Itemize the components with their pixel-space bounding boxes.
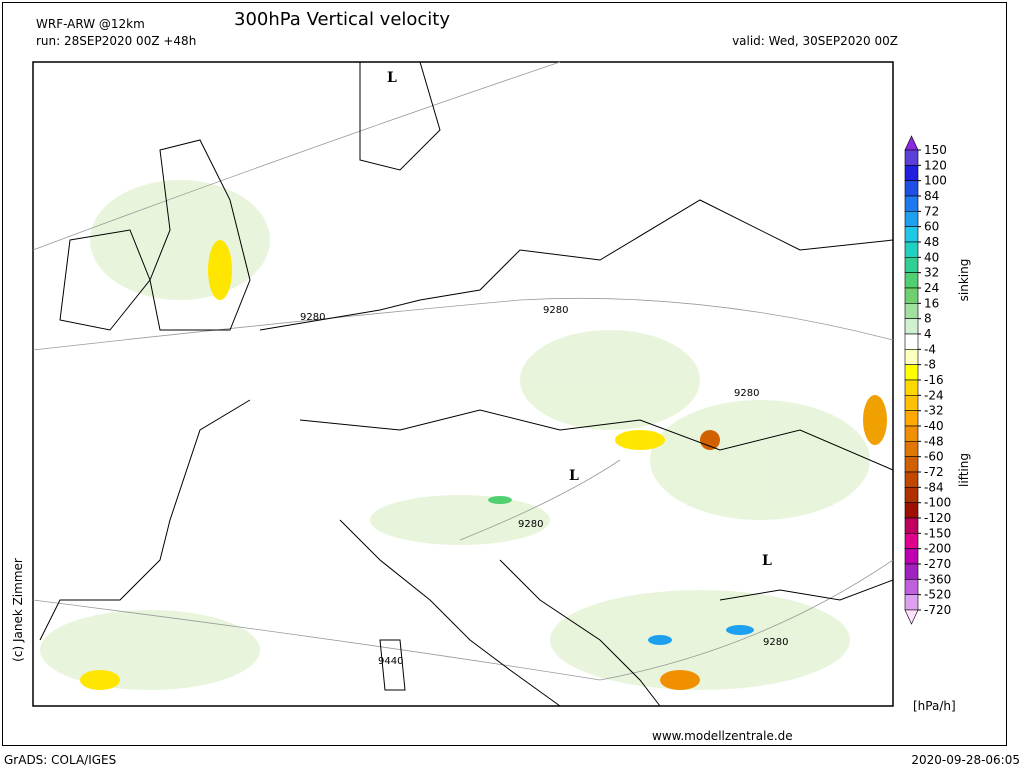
colorbar-label: -270 — [924, 557, 951, 571]
colorbar-label: 40 — [924, 250, 939, 264]
colorbar-box — [904, 349, 919, 365]
colorbar-label: 84 — [924, 189, 939, 203]
colorbar-box — [904, 502, 919, 519]
colorbar-box — [904, 149, 919, 166]
colorbar-box — [904, 180, 919, 197]
colorbar-box — [904, 303, 919, 319]
contour-label: 9280 — [543, 305, 568, 316]
software: GrADS: COLA/IGES — [4, 753, 116, 767]
colorbar-box — [904, 517, 919, 534]
colorbar-box — [904, 395, 919, 411]
colorbar-label: -16 — [924, 373, 944, 387]
colorbar-label: 60 — [924, 220, 939, 234]
colorbar-label: 4 — [924, 327, 932, 341]
lifting-areas — [80, 240, 887, 690]
colorbar-box — [904, 471, 919, 488]
lifting-label: lifting — [957, 453, 971, 487]
low-marker: L — [569, 468, 579, 484]
colorbar-label: -8 — [924, 358, 936, 372]
map: L 9280 9280 9280 L 9280 L 9280 9440 — [32, 61, 894, 707]
website: www.modellzentrale.de — [652, 729, 793, 743]
colorbar-label: 100 — [924, 174, 947, 188]
colorbar-label: 150 — [924, 143, 947, 157]
colorbar-box — [904, 195, 919, 212]
colorbar-box — [904, 487, 919, 503]
colorbar-box — [904, 548, 919, 565]
colorbar-label: -84 — [924, 480, 944, 494]
colorbar-label: 120 — [924, 158, 947, 172]
contour-label: 9280 — [734, 388, 759, 399]
colorbar-label: -32 — [924, 404, 944, 418]
colorbar-label: -24 — [924, 388, 944, 402]
contour-label: 9280 — [300, 312, 325, 323]
colorbar-box — [904, 379, 919, 396]
colorbar-label: -360 — [924, 572, 951, 586]
colorbar-label: -72 — [924, 465, 944, 479]
colorbar-label: 32 — [924, 266, 939, 280]
colorbar-label: 48 — [924, 235, 939, 249]
coastlines — [39, 61, 894, 707]
title: 300hPa Vertical velocity — [234, 9, 450, 30]
colorbar-label: -48 — [924, 434, 944, 448]
colorbar-box — [904, 318, 919, 335]
colorbar-box — [904, 441, 919, 457]
colorbar: 150120100847260484032241684-4-8-16-24-32… — [904, 135, 951, 625]
colorbar-label: 24 — [924, 281, 939, 295]
colorbar-label: 8 — [924, 312, 932, 326]
colorbar-label: -4 — [924, 342, 936, 356]
sinking-areas — [488, 496, 754, 645]
colorbar-box — [904, 456, 919, 473]
colorbar-label: -200 — [924, 542, 951, 556]
low-marker: L — [762, 553, 772, 569]
colorbar-box — [904, 272, 919, 289]
colorbar-box — [904, 563, 919, 580]
colorbar-box — [904, 257, 919, 273]
colorbar-label: 72 — [924, 204, 939, 218]
low-marker: L — [387, 70, 397, 86]
valid-label: valid: Wed, 30SEP2020 00Z — [732, 34, 898, 48]
colorbar-label: -40 — [924, 419, 944, 433]
colorbar-box — [904, 165, 919, 181]
colorbar-label: 16 — [924, 296, 939, 310]
colorbar-label: -60 — [924, 450, 944, 464]
colorbar-box — [904, 410, 919, 427]
colorbar-box — [904, 425, 919, 442]
colorbar-label: -100 — [924, 496, 951, 510]
colorbar-label: -150 — [924, 526, 951, 540]
colorbar-box — [904, 226, 919, 243]
colorbar-box — [904, 579, 919, 595]
colorbar-box — [904, 241, 919, 258]
colorbar-box — [904, 333, 919, 350]
model-label: WRF-ARW @12km — [36, 17, 145, 31]
colorbar-box — [904, 533, 919, 549]
colorbar-box — [904, 364, 919, 381]
colorbar-arrow-bottom — [904, 609, 919, 625]
sinking-label: sinking — [957, 259, 971, 302]
colorbar-box — [904, 211, 919, 227]
credit: (c) Janek Zimmer — [11, 558, 25, 662]
unit-label: [hPa/h] — [913, 699, 956, 713]
colorbar-box — [904, 287, 919, 304]
contour-label: 9440 — [378, 656, 403, 667]
colorbar-label: -520 — [924, 588, 951, 602]
colorbar-label: -120 — [924, 511, 951, 525]
isolines — [32, 61, 894, 681]
run-label: run: 28SEP2020 00Z +48h — [36, 34, 196, 48]
colorbar-box — [904, 594, 919, 611]
colorbar-label: -720 — [924, 603, 951, 617]
timestamp: 2020-09-28-06:05 — [911, 753, 1020, 767]
contour-label: 9280 — [518, 519, 543, 530]
contour-label: 9280 — [763, 637, 788, 648]
